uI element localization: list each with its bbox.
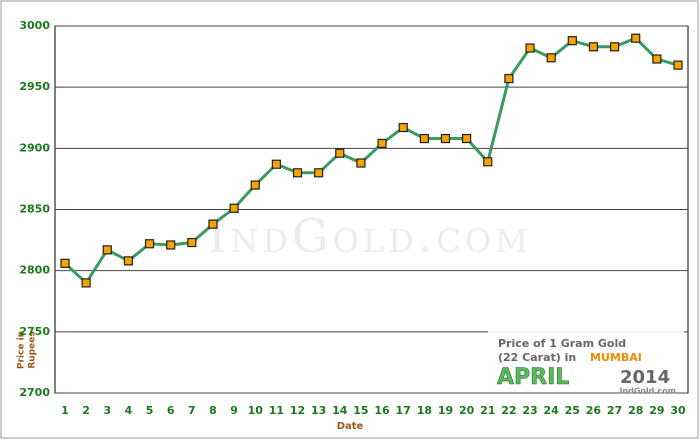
- x-tick-label: 10: [248, 404, 264, 417]
- point-marker: [187, 237, 197, 248]
- point-marker: [292, 168, 303, 178]
- y-tick-label: 2850: [19, 203, 50, 216]
- x-tick-label: 26: [586, 404, 602, 417]
- point-marker: [229, 203, 239, 213]
- y-axis-label: Price in Rupees: [17, 331, 38, 369]
- x-tick-label: 20: [459, 404, 475, 417]
- x-tick-label: 6: [167, 404, 175, 417]
- info-box: Price of 1 Gram Gold (22 Carat) in MUMBA…: [488, 330, 684, 396]
- point-marker: [123, 256, 134, 266]
- box-line: (22 Carat) in: [498, 351, 576, 364]
- x-tick-label: 21: [480, 404, 495, 417]
- y-tick-label: 2750: [19, 325, 50, 338]
- y-tick-label: 2900: [19, 141, 50, 154]
- y-tick-label: 3000: [19, 19, 50, 32]
- point-marker: [335, 148, 345, 158]
- box-site: IndGold.com: [619, 387, 676, 396]
- x-tick-label: 3: [103, 404, 111, 417]
- point-marker: [250, 180, 260, 190]
- x-tick-label: 11: [269, 404, 284, 417]
- x-axis-label: Date: [337, 421, 364, 432]
- point-marker: [462, 133, 472, 144]
- x-tick-label: 12: [290, 404, 305, 417]
- x-tick-label: 7: [188, 404, 196, 417]
- box-city: MUMBAI: [590, 351, 642, 364]
- x-tick-label: 8: [209, 404, 217, 417]
- point-marker: [588, 42, 599, 52]
- x-tick-label: 25: [565, 404, 580, 417]
- info-box-bg: [488, 330, 684, 392]
- point-marker: [504, 74, 514, 84]
- x-tick-label: 13: [311, 404, 326, 417]
- point-marker: [419, 133, 429, 144]
- y-tick-label: 2700: [19, 386, 50, 399]
- x-tick-label: 18: [417, 404, 432, 417]
- x-tick-label: 17: [396, 404, 411, 417]
- point-marker: [314, 168, 324, 178]
- x-tick-label: 5: [146, 404, 154, 417]
- x-tick-label: 14: [332, 404, 348, 417]
- point-marker: [356, 158, 366, 168]
- point-marker: [144, 239, 155, 249]
- x-tick-label: 9: [230, 404, 238, 417]
- point-marker: [208, 219, 218, 229]
- point-marker: [102, 245, 112, 255]
- point-marker: [440, 133, 451, 144]
- x-tick-label: 4: [125, 404, 133, 417]
- y-tick-label: 2800: [19, 264, 50, 277]
- box-month: APRIL: [497, 365, 569, 390]
- box-year: 2014: [620, 367, 670, 388]
- point-marker: [60, 258, 70, 268]
- box-line: Price of 1 Gram Gold: [498, 337, 626, 350]
- y-label-line: Price in: [17, 331, 27, 369]
- point-marker: [673, 60, 683, 70]
- point-marker: [81, 278, 91, 288]
- y-label-line: Rupees: [28, 331, 38, 368]
- x-tick-label: 24: [544, 404, 560, 417]
- y-tick-label: 2950: [19, 80, 50, 93]
- watermark: IndGold.com: [208, 209, 532, 263]
- x-tick-label: 22: [501, 404, 516, 417]
- point-marker: [652, 54, 662, 64]
- point-marker: [546, 53, 556, 63]
- x-tick-label: 23: [522, 404, 537, 417]
- x-tick-label: 28: [628, 404, 643, 417]
- point-marker: [271, 159, 281, 169]
- x-tick-label: 30: [670, 404, 686, 417]
- x-tick-label: 1: [61, 404, 69, 417]
- x-tick-label: 2: [82, 404, 90, 417]
- point-marker: [377, 138, 387, 149]
- point-marker: [609, 42, 620, 52]
- point-marker: [631, 33, 641, 43]
- point-marker: [567, 36, 577, 46]
- point-marker: [398, 122, 408, 133]
- x-tick-label: 27: [607, 404, 622, 417]
- point-marker: [166, 240, 176, 250]
- x-tick-label: 15: [353, 404, 368, 417]
- x-tick-label: 29: [649, 404, 664, 417]
- x-tick-label: 16: [374, 404, 390, 417]
- point-marker: [483, 157, 493, 167]
- x-tick-label: 19: [438, 404, 453, 417]
- point-marker: [525, 43, 535, 53]
